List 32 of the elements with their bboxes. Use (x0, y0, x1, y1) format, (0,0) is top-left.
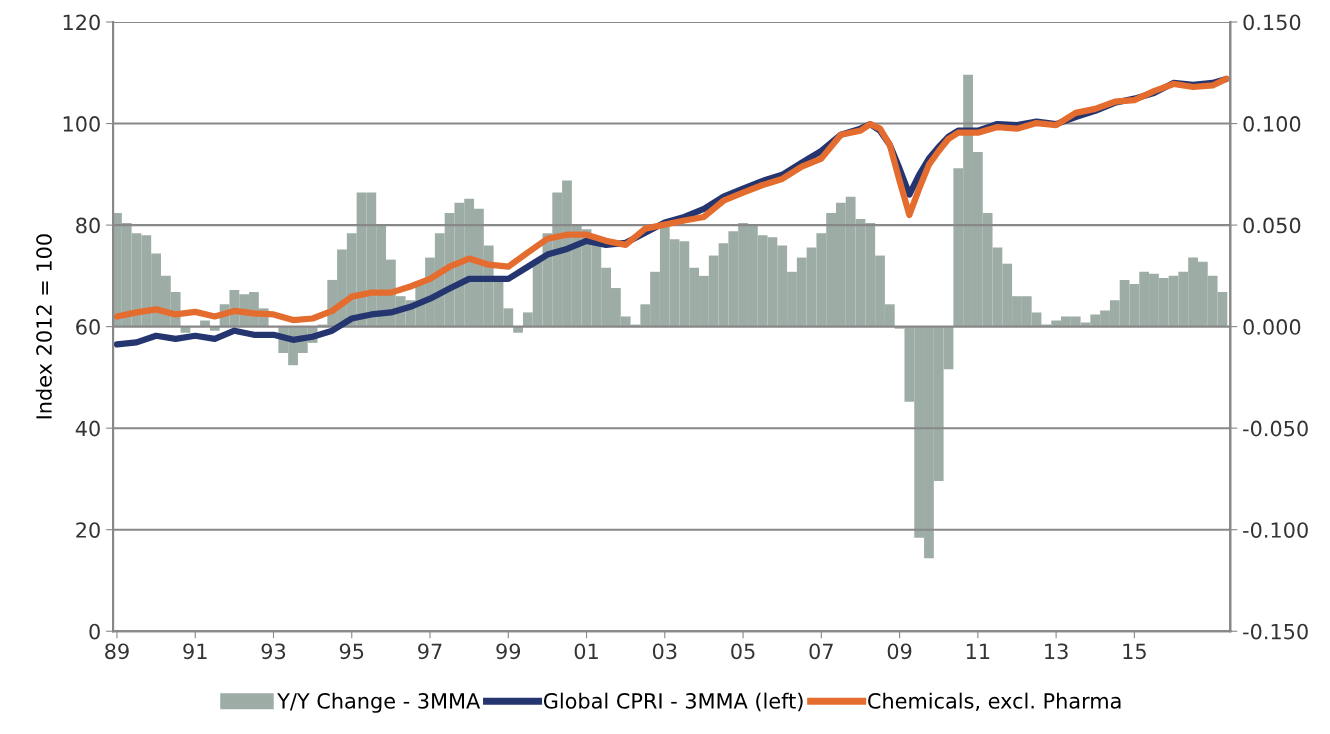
x-tick-label: 15 (1123, 643, 1146, 660)
y2-tick-label: -0.150 (1243, 623, 1308, 640)
x-tick-label: 97 (418, 643, 442, 660)
legend-label: Global CPRI - 3MMA (left) (543, 692, 803, 712)
x-tick-label: 07 (809, 643, 833, 660)
x-tick-label: 11 (966, 643, 990, 659)
y2-tick-label: 0.100 (1243, 116, 1301, 132)
y2-tick-label: -0.050 (1243, 420, 1308, 437)
x-tick-label: 05 (731, 643, 755, 660)
y2-tick-label: 0.000 (1243, 319, 1301, 335)
y-tick-label: 120 (63, 14, 100, 31)
y-tick-label: 80 (76, 217, 100, 234)
x-tick-label: 89 (105, 643, 129, 660)
y-tick-label: 40 (75, 420, 100, 437)
x-tick-label: 91 (183, 643, 207, 660)
x-tick-label: 99 (496, 643, 521, 660)
x-tick-label: 09 (887, 643, 912, 660)
y-tick-label: 20 (76, 522, 100, 538)
y-tick-label: 0 (89, 623, 100, 640)
x-tick-label: 13 (1045, 643, 1068, 660)
legend-label: Chemicals, excl. Pharma (868, 692, 1121, 711)
y2-tick-label: 0.050 (1243, 217, 1301, 234)
x-tick-label: 93 (261, 643, 286, 660)
y2-tick-label: 0.150 (1243, 14, 1301, 31)
y2-tick-label: -0.100 (1243, 522, 1308, 538)
x-tick-label: 95 (339, 643, 364, 660)
x-tick-label: 01 (574, 643, 598, 660)
x-tick-label: 03 (652, 643, 677, 660)
y-tick-label: 100 (63, 116, 100, 132)
y-tick-label: 60 (76, 319, 100, 335)
legend-label: Y/Y Change - 3MMA (277, 692, 481, 713)
y-axis-title: Index 2012 = 100 (35, 234, 52, 419)
